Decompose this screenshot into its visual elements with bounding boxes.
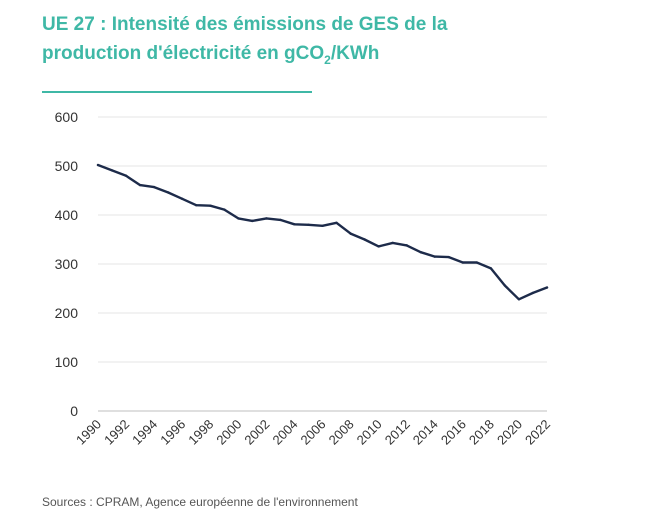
data-point [377, 245, 380, 248]
data-point [265, 217, 268, 220]
x-tick-label: 1994 [129, 417, 160, 448]
title-unit: /KWh [330, 43, 380, 64]
data-point [279, 218, 282, 222]
data-point [124, 174, 128, 177]
data-point [489, 267, 493, 270]
data-point [307, 223, 310, 226]
x-tick-label: 2000 [213, 417, 244, 448]
data-point [349, 232, 352, 235]
y-tick-label: 200 [55, 305, 79, 321]
data-point [433, 255, 436, 258]
data-point [405, 244, 408, 247]
x-axis: 1990199219941996199820002002200420062008… [73, 410, 553, 448]
data-point [110, 169, 114, 172]
x-tick-label: 2014 [410, 417, 441, 448]
data-point [152, 185, 156, 189]
data-point [545, 286, 549, 289]
x-tick-label: 1990 [73, 417, 104, 448]
data-point [138, 183, 142, 187]
data-point [293, 223, 296, 226]
y-axis: 0 100 200 300 400 500 600 [55, 109, 79, 419]
x-tick-label: 2012 [382, 417, 413, 448]
y-tick-label: 300 [55, 256, 79, 272]
chart-title: UE 27 : Intensité des émissions de GES d… [42, 10, 642, 70]
y-tick-label: 400 [55, 207, 79, 223]
x-tick-label: 1992 [101, 417, 132, 448]
x-tick-label: 2008 [326, 417, 357, 448]
data-point [209, 204, 212, 207]
data-point [335, 221, 338, 225]
x-tick-label: 2018 [466, 417, 497, 448]
data-point [461, 261, 465, 264]
data-point [517, 298, 521, 301]
y-tick-label: 0 [70, 403, 78, 419]
x-tick-label: 1996 [157, 417, 188, 448]
data-point [531, 291, 535, 295]
data-point [475, 261, 479, 264]
x-tick-label: 2010 [354, 417, 385, 448]
data-point [180, 197, 184, 201]
title-subscript: 2 [324, 53, 331, 67]
data-point [503, 284, 507, 287]
x-tick-label: 2020 [494, 417, 525, 448]
data-point [237, 217, 240, 220]
data-point [166, 191, 170, 194]
source-note: Sources : CPRAM, Agence européenne de l'… [42, 495, 358, 509]
data-point [419, 251, 422, 254]
data-point [195, 204, 198, 207]
title-underline [42, 91, 312, 93]
x-tick-label: 2006 [298, 417, 329, 448]
series-line [96, 163, 549, 301]
y-tick-label: 600 [55, 109, 79, 125]
data-point [391, 241, 394, 245]
data-point [447, 255, 450, 259]
x-tick-label: 2016 [438, 417, 469, 448]
x-tick-label: 2002 [241, 417, 272, 448]
data-point [96, 163, 100, 167]
x-tick-label: 2004 [270, 417, 301, 448]
data-point [251, 219, 254, 223]
data-point [223, 208, 226, 211]
title-line-2: production d'électricité en gCO [42, 43, 325, 64]
data-point [321, 224, 324, 227]
y-tick-label: 500 [55, 158, 79, 174]
grid-lines [98, 116, 547, 363]
x-tick-label: 2022 [522, 417, 553, 448]
y-tick-label: 100 [55, 354, 79, 370]
x-tick-label: 1998 [185, 417, 216, 448]
title-line-1: UE 27 : Intensité des émissions de GES d… [42, 14, 448, 35]
data-point [363, 238, 366, 241]
series [96, 163, 549, 301]
